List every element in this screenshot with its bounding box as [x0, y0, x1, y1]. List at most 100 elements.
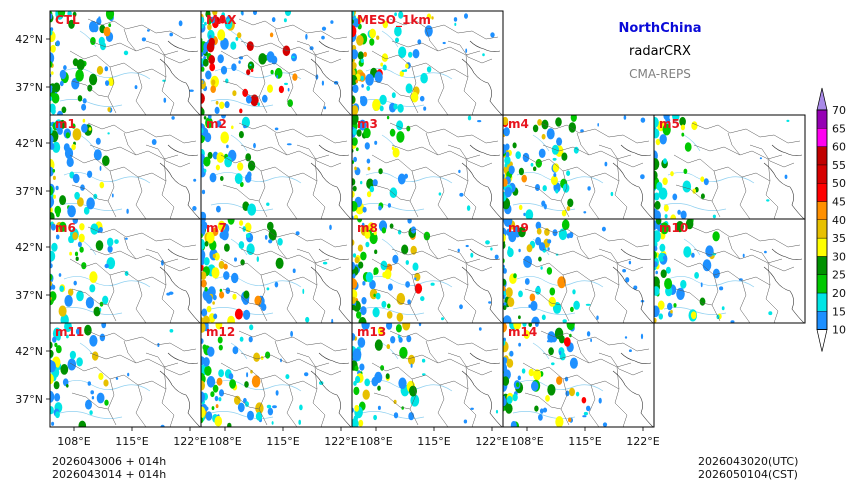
- echo-blob: [212, 253, 216, 259]
- panel-background: [503, 115, 654, 219]
- echo-blob: [596, 315, 599, 320]
- echo-blob: [201, 256, 205, 266]
- echo-blob: [51, 242, 58, 252]
- echo-blob: [541, 314, 546, 321]
- province-border: [135, 72, 147, 115]
- echo-blob: [50, 341, 53, 349]
- echo-blob: [91, 351, 99, 361]
- panel-label-MAX: MAX: [206, 13, 237, 27]
- echo-blob: [95, 240, 104, 251]
- echo-blob: [503, 278, 507, 286]
- echo-blob: [55, 345, 62, 354]
- province-border: [107, 378, 117, 426]
- echo-blob: [218, 397, 222, 402]
- echo-blob: [667, 302, 673, 311]
- echo-blob: [266, 202, 270, 206]
- echo-blob: [553, 173, 557, 177]
- province-border: [145, 248, 191, 272]
- province-border: [222, 288, 260, 306]
- echo-blob: [352, 253, 357, 258]
- echo-blob: [99, 301, 104, 307]
- echo-blob: [305, 33, 308, 40]
- province-border: [258, 274, 268, 322]
- echo-blob: [76, 290, 84, 302]
- panel-map-content: [201, 323, 352, 427]
- echo-blob: [201, 406, 206, 419]
- echo-blob: [357, 219, 363, 223]
- panel-label-m1: m1: [55, 117, 76, 131]
- echo-blob: [235, 36, 239, 41]
- echo-blob: [738, 278, 743, 281]
- coastline: [318, 248, 350, 260]
- echo-blob: [61, 106, 67, 114]
- echo-blob: [201, 417, 204, 424]
- echo-blob: [567, 198, 574, 208]
- coastline: [612, 162, 654, 219]
- echo-blob: [391, 146, 395, 151]
- echo-blob: [64, 295, 73, 307]
- province-border: [425, 236, 439, 260]
- province-border: [749, 144, 795, 168]
- province-border: [373, 184, 411, 202]
- echo-blob: [217, 220, 226, 232]
- province-border: [749, 248, 795, 272]
- echo-blob: [214, 252, 220, 261]
- echo-blob: [218, 260, 225, 269]
- echo-blob: [719, 286, 724, 291]
- echo-blob: [50, 96, 53, 102]
- axes-labels: 42°N 37°N 42°N 37°N 42°N 37°N 42°N 37°N 108°E 115…: [15, 33, 660, 448]
- echo-blob: [640, 333, 644, 340]
- echo-blob: [244, 381, 249, 388]
- province-border: [389, 122, 499, 144]
- echo-blob: [75, 69, 84, 82]
- echo-blob: [284, 82, 288, 86]
- echo-blob: [405, 260, 409, 265]
- echo-blob: [361, 297, 367, 305]
- echo-blob: [703, 178, 709, 186]
- echo-blob: [71, 123, 76, 129]
- echo-blob: [570, 115, 577, 122]
- echo-blob: [221, 115, 226, 119]
- echo-blob: [203, 357, 210, 367]
- echo-blob: [53, 381, 60, 390]
- echo-blob: [352, 201, 358, 212]
- province-border: [151, 380, 175, 427]
- echo-blob: [552, 163, 560, 173]
- echo-blob: [538, 256, 542, 262]
- echo-blob: [201, 264, 204, 272]
- echo-blob: [482, 53, 485, 57]
- echo-blob: [89, 284, 96, 293]
- coastline: [763, 266, 805, 323]
- province-border: [314, 158, 318, 182]
- echo-blob: [569, 387, 575, 397]
- echo-blob: [382, 20, 388, 29]
- province-border: [107, 66, 117, 114]
- coastline: [771, 144, 803, 156]
- echo-blob: [90, 37, 96, 45]
- echo-blob: [77, 95, 83, 102]
- echo-blob: [402, 323, 411, 331]
- echo-blob: [57, 11, 66, 18]
- echo-blob: [507, 297, 515, 307]
- echo-blob: [108, 23, 112, 28]
- lon-tick-label: 115°E: [568, 435, 601, 448]
- province-border: [87, 122, 197, 144]
- panel-label-m6: m6: [55, 221, 76, 235]
- echo-blob: [107, 237, 114, 247]
- lat-tick-label: 42°N: [15, 137, 43, 150]
- echo-blob: [559, 350, 562, 356]
- echo-blob: [504, 186, 512, 198]
- coastline: [167, 144, 199, 156]
- echo-blob: [305, 316, 310, 323]
- echo-blob: [521, 368, 526, 374]
- echo-blob: [495, 409, 499, 414]
- echo-blob: [662, 123, 671, 136]
- echo-blob: [204, 241, 209, 247]
- echo-blob: [365, 73, 374, 86]
- river-line: [532, 342, 550, 360]
- panel-label-m14: m14: [508, 325, 537, 339]
- lon-tick-label: 115°E: [266, 435, 299, 448]
- panel-label-m12: m12: [206, 325, 235, 339]
- echo-blob: [654, 286, 660, 296]
- echo-blob: [521, 174, 527, 183]
